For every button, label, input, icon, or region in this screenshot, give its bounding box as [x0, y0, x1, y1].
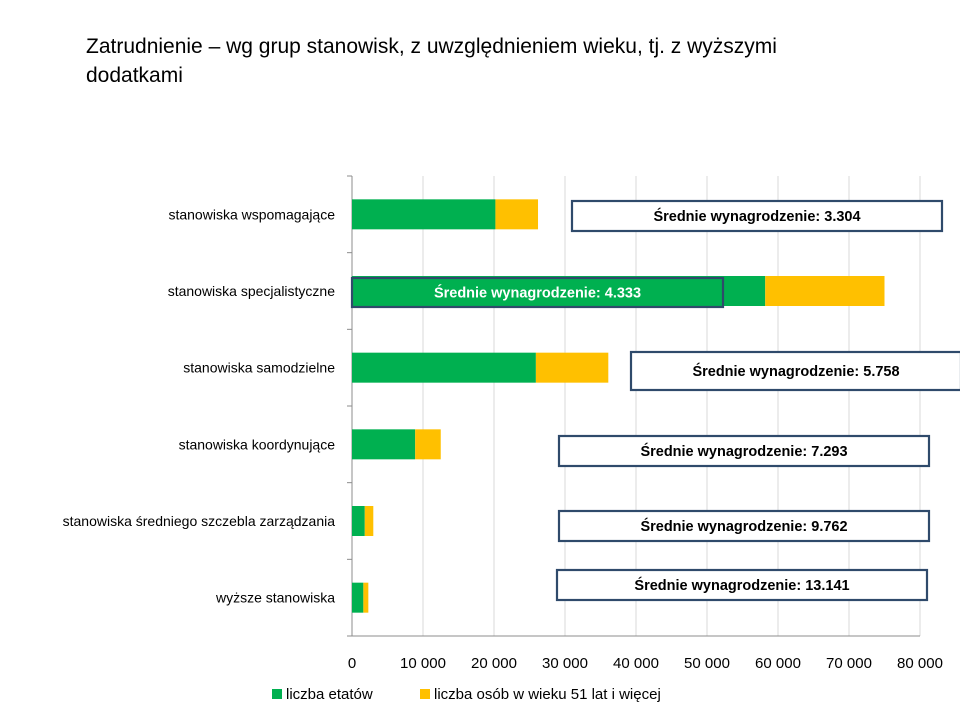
average-salary-box — [557, 509, 931, 543]
average-salary-label: Średnie wynagrodzenie: 4.333 — [434, 284, 641, 302]
x-tick-label: 50 000 — [684, 655, 730, 672]
bar-liczba-etatow — [352, 506, 365, 536]
average-salary-box — [350, 276, 725, 309]
chart-title: Zatrudnienie – wg grup stanowisk, z uwzg… — [86, 35, 777, 87]
category-label: stanowiska specjalistyczne — [168, 283, 336, 299]
legend-label: liczba osób w wieku 51 lat i więcej — [434, 686, 661, 703]
average-salary-label: Średnie wynagrodzenie: 5.758 — [692, 362, 899, 380]
bar-liczba-etatow — [352, 199, 496, 230]
average-salary-label: Średnie wynagrodzenie: 13.141 — [634, 576, 849, 594]
x-tick-label: 40 000 — [613, 655, 659, 672]
x-tick-label: 60 000 — [755, 655, 801, 672]
bar-liczba-etatow — [352, 582, 364, 613]
average-salary-label: Średnie wynagrodzenie: 7.293 — [640, 442, 847, 460]
category-label: stanowiska samodzielne — [183, 360, 335, 376]
average-salary-label: Średnie wynagrodzenie: 9.762 — [640, 517, 847, 535]
average-salary-box — [570, 199, 944, 233]
average-salary-box — [629, 350, 960, 392]
x-tick-label: 30 000 — [542, 655, 588, 672]
bar-liczba-etatow — [352, 429, 416, 460]
category-label: stanowiska wspomagające — [168, 206, 335, 222]
bar-liczba-osob-51-plus — [765, 276, 885, 306]
legend-label: liczba etatów — [286, 686, 373, 703]
category-label: stanowiska średniego szczebla zarządzani… — [63, 513, 336, 529]
x-tick-label: 10 000 — [400, 655, 446, 672]
bar-liczba-osob-51-plus — [495, 199, 539, 230]
bar-liczba-osob-51-plus — [415, 429, 441, 460]
legend-swatch-etaty — [272, 689, 282, 699]
legend-swatch-51-plus — [420, 689, 430, 699]
bar-liczba-osob-51-plus — [363, 582, 369, 613]
average-salary-box — [555, 568, 929, 602]
x-tick-label: 80 000 — [897, 655, 943, 672]
average-salary-box — [557, 434, 931, 468]
x-tick-label: 70 000 — [826, 655, 872, 672]
category-label: wyższe stanowiska — [215, 590, 335, 606]
average-salary-label: Średnie wynagrodzenie: 3.304 — [653, 207, 860, 225]
bar-liczba-osob-51-plus — [535, 352, 609, 383]
category-label: stanowiska koordynujące — [179, 436, 336, 452]
bar-liczba-etatow — [352, 352, 536, 383]
bar-liczba-osob-51-plus — [364, 506, 374, 536]
x-tick-label: 0 — [348, 655, 356, 672]
bar-liczba-etatow — [352, 276, 766, 306]
x-tick-label: 20 000 — [471, 655, 517, 672]
